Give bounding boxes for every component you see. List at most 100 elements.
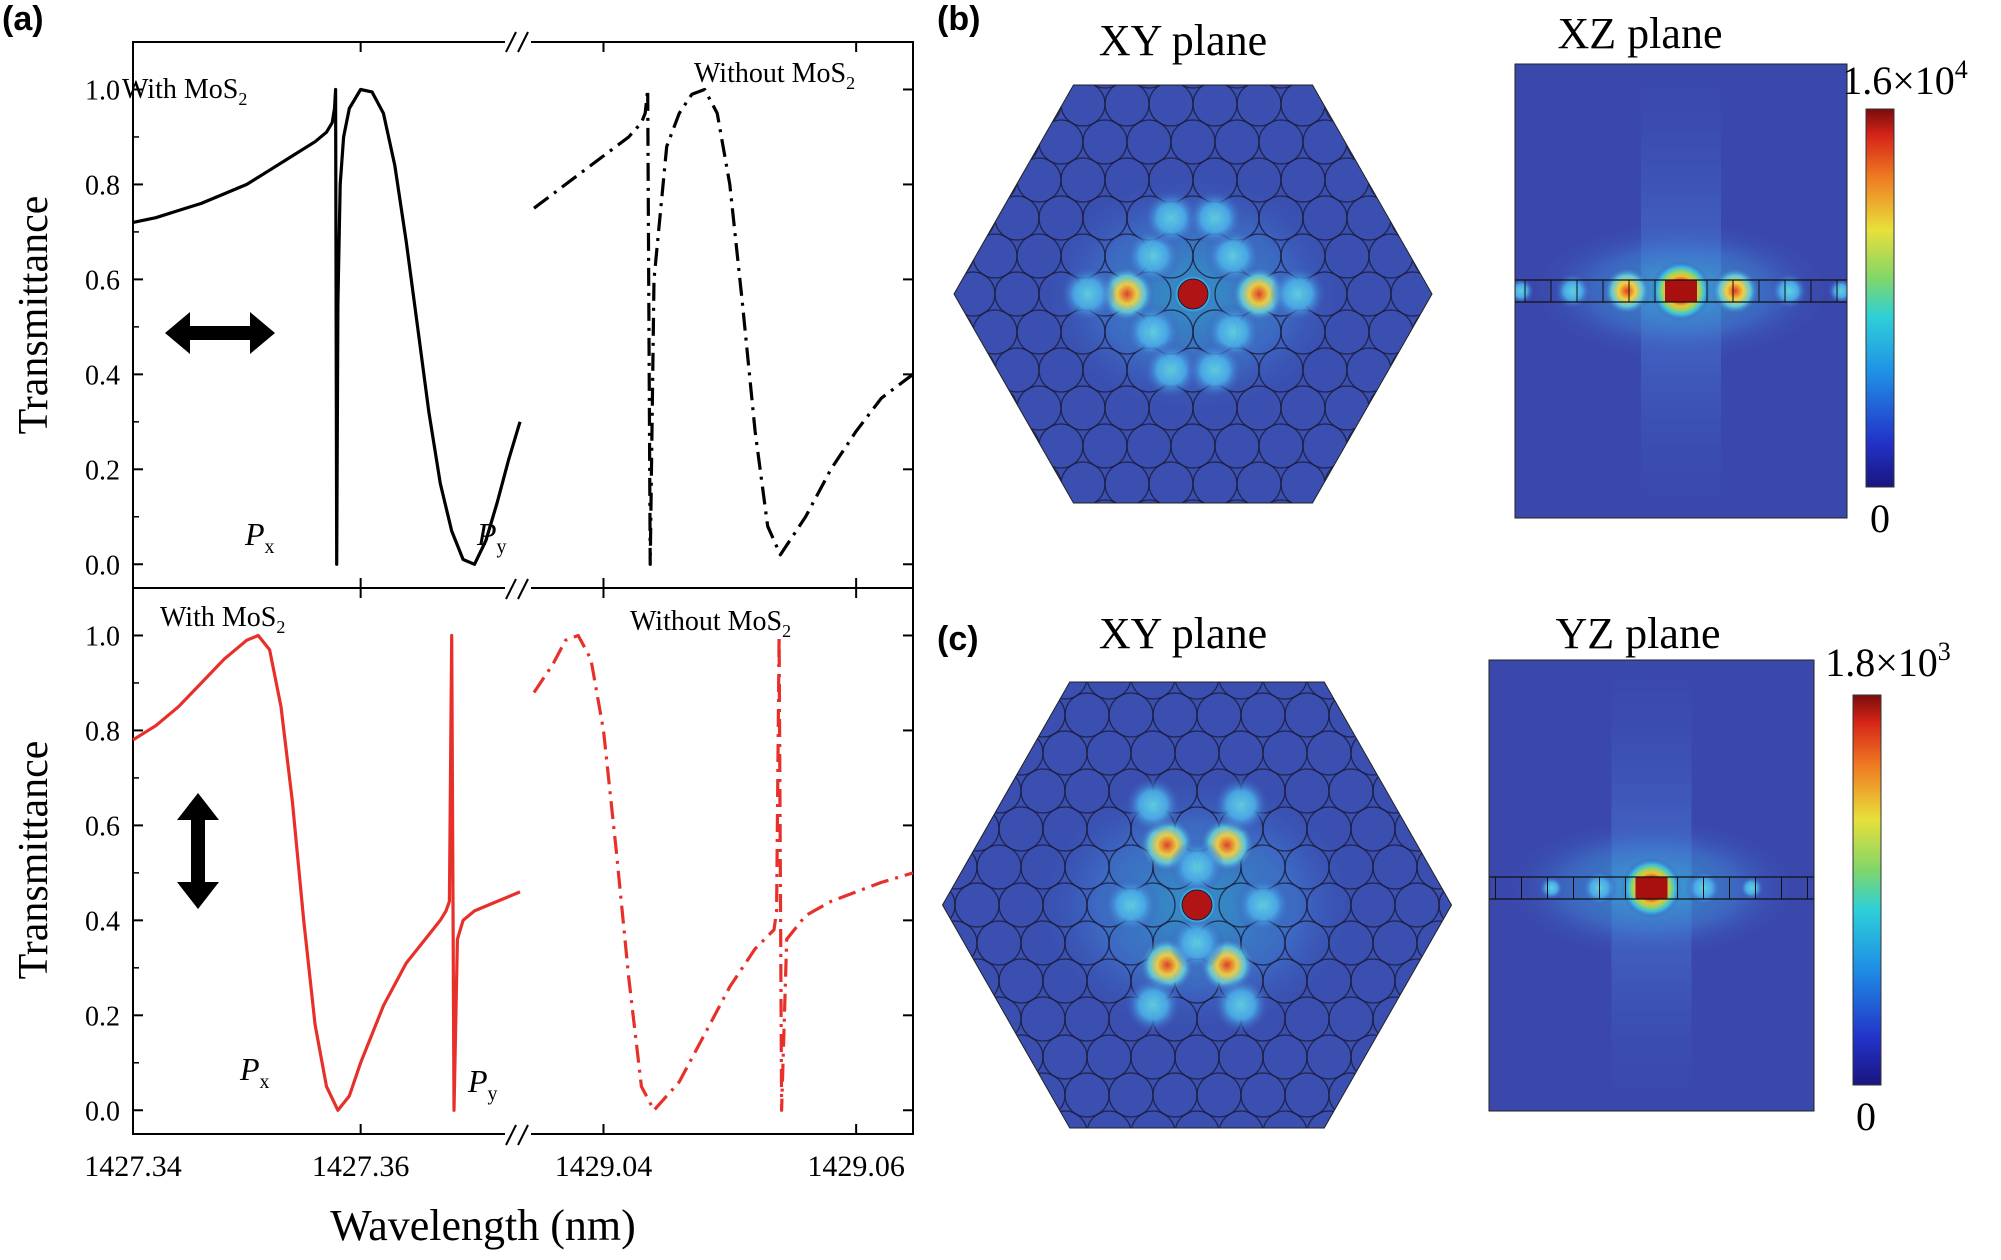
lattice-hole: [954, 157, 974, 203]
lattice-hole: [1281, 6, 1325, 50]
colorbar-b: 1.6×104 0: [1842, 55, 1968, 541]
field-pattern: [1515, 64, 1847, 518]
lattice-hole: [1457, 310, 1501, 354]
lattice-hole: [1307, 1187, 1351, 1231]
lattice-hole: [1438, 1110, 1452, 1128]
lattice-hole: [942, 682, 956, 700]
lattice-hole: [1438, 682, 1452, 700]
plot-a-bottom-ylabel: Transmittance: [11, 741, 57, 980]
lattice-hole: [1281, 614, 1325, 658]
lattice-hole: [1350, 682, 1396, 700]
lattice-hole: [1593, 541, 1637, 585]
lattice-hole: [942, 1072, 978, 1118]
lattice-hole: [1197, 541, 1241, 585]
lattice-hole: [845, 541, 889, 585]
lattice-hole: [867, 1187, 911, 1231]
lattice-hole: [1501, 614, 1545, 658]
lattice-hole: [1457, 462, 1501, 506]
lattice-hole: [1241, 1149, 1285, 1193]
lattice-hole: [999, 1187, 1043, 1231]
lattice-hole: [933, 1149, 977, 1193]
defect-cavity: [1181, 889, 1213, 921]
mode-label-py-bottom: Py: [467, 1063, 498, 1105]
plot-a-top-lines: [132, 87, 914, 566]
lattice-hole: [1262, 682, 1308, 700]
lattice-hole: [1303, 576, 1347, 620]
lattice-hole: [1218, 682, 1264, 700]
lattice-hole: [954, 461, 974, 503]
field-lobe: [1555, 273, 1591, 309]
lattice-hole: [995, 576, 1039, 620]
lattice-hole: [841, 614, 885, 658]
lattice-hole: [775, 424, 819, 468]
xtick-label: 1427.36: [312, 1150, 410, 1183]
lattice-hole: [845, 1225, 889, 1260]
lattice-hole: [955, 579, 999, 623]
lattice-hole: [1505, 541, 1549, 585]
lattice-hole: [1435, 424, 1479, 468]
field-pattern: [775, 0, 1545, 658]
lattice-hole: [1372, 1072, 1418, 1118]
lattice-hole: [797, 462, 841, 506]
lattice-hole: [972, 461, 1018, 503]
lattice-hole: [1457, 386, 1501, 430]
lattice-hole: [1082, 499, 1128, 503]
lattice-hole: [1435, 500, 1479, 544]
lattice-hole: [942, 730, 956, 776]
lattice-hole: [1373, 541, 1417, 585]
ytick-label: 1.0: [85, 621, 120, 652]
ytick-label: 0.0: [85, 550, 120, 581]
lattice-hole: [1412, 461, 1432, 503]
lattice-hole: [1390, 423, 1432, 469]
field-lobe: [1143, 190, 1199, 246]
lattice-hole: [1105, 538, 1149, 582]
lattice-hole: [889, 541, 933, 585]
lattice-hole: [1083, 0, 1127, 12]
lattice-hole: [1461, 617, 1505, 661]
plot-a-top-ylabel: Transmittance: [11, 196, 57, 435]
plot-a-top: 0.0 0.2 0.4 0.6 0.8 1.0 Transmittance With Mo…: [11, 41, 914, 589]
annotation-without-mos2-top: Without MoS2: [694, 58, 855, 93]
lattice-hole: [999, 579, 1043, 623]
lattice-hole: [1435, 348, 1479, 392]
lattice-hole: [1368, 461, 1414, 503]
lattice-hole: [1087, 1187, 1131, 1231]
lattice-hole: [1042, 1110, 1088, 1128]
lattice-hole: [801, 1073, 845, 1117]
lattice-hole: [1390, 499, 1432, 503]
lattice-hole: [1263, 1187, 1307, 1231]
lattice-hole: [823, 883, 867, 927]
lattice-hole: [1086, 682, 1132, 700]
lattice-hole: [1369, 6, 1413, 50]
colorbar-c-min: 0: [1856, 1094, 1876, 1139]
xtick-label: 1429.04: [555, 1150, 653, 1183]
defect-cavity: [1635, 877, 1668, 899]
lattice-hole: [1394, 730, 1440, 776]
lattice-hole: [1412, 385, 1432, 431]
lattice-hole: [1215, 0, 1259, 12]
hexagon-outline: [953, 84, 1433, 504]
field-lobe: [1828, 278, 1847, 304]
lattice-hole: [954, 499, 996, 503]
lattice-hole: [954, 85, 996, 89]
field-lobe: [1771, 273, 1807, 309]
lattice-hole: [1527, 1111, 1571, 1155]
ytick-label: 1.0: [85, 75, 120, 106]
plot-a-bottom: 0.0 0.2 0.4 0.6 0.8 1.0 1427.34 1427.36 1429.04 1…: [11, 587, 914, 1250]
lattice-hole: [1416, 996, 1452, 1042]
lattice-hole: [1435, 272, 1479, 316]
lattice-hole: [823, 1035, 867, 1079]
lattice-hole: [1347, 0, 1391, 12]
lattice-hole: [954, 1110, 1000, 1128]
lattice-hole: [779, 1187, 823, 1231]
field-lobe: [1539, 876, 1564, 900]
lattice-hole: [1439, 1187, 1483, 1231]
lattice-hole: [1218, 1110, 1264, 1128]
lattice-hole: [819, 500, 863, 544]
map-outline: [1488, 659, 1815, 1112]
lattice-hole: [845, 1073, 889, 1117]
lattice-hole: [1325, 614, 1369, 658]
lattice-hole: [819, 348, 863, 392]
lattice-hole: [1390, 271, 1432, 317]
